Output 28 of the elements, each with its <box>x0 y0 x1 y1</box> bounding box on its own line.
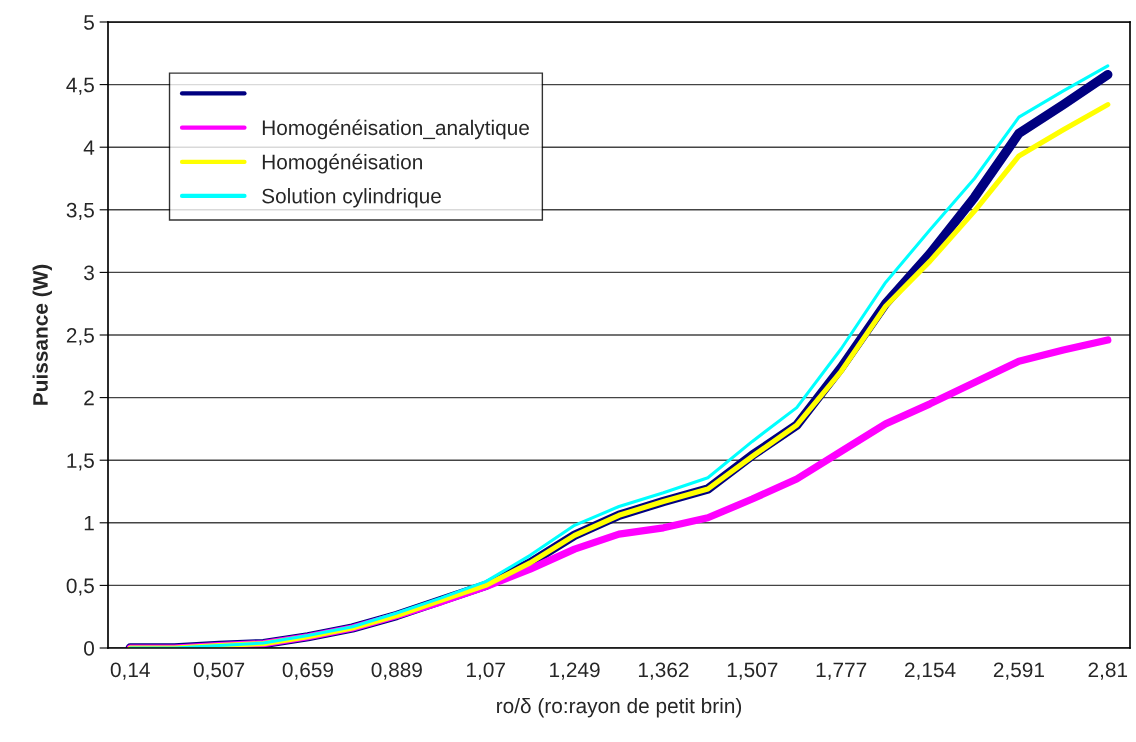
x-tick-label: 1,507 <box>727 662 778 680</box>
legend-label: Homogénéisation_analytique <box>262 119 529 140</box>
x-tick-label: 1,362 <box>638 662 689 680</box>
x-tick-label: 1,07 <box>467 662 505 680</box>
y-tick-label: 0,5 <box>66 578 94 596</box>
y-axis-title: Puissance (W) <box>32 264 52 405</box>
y-tick-label: 2,5 <box>66 328 94 346</box>
x-tick-label: 0,659 <box>282 662 334 680</box>
x-tick-label: 2,591 <box>993 662 1044 680</box>
x-tick-label: 0,889 <box>371 662 422 680</box>
x-tick-label: 0,14 <box>110 662 150 680</box>
x-axis-title: ro/δ (ro:rayon de petit brin) <box>497 697 742 718</box>
x-tick-label: 1,249 <box>550 662 600 680</box>
y-tick-label: 4 <box>83 140 95 155</box>
y-tick-label: 1 <box>84 516 94 531</box>
y-tick-label: 2 <box>84 390 94 406</box>
y-tick-label: 1,5 <box>67 453 94 471</box>
y-tick-label: 3 <box>84 265 94 281</box>
y-tick-label: 3,5 <box>66 202 94 221</box>
y-tick-label: 0 <box>84 641 94 656</box>
y-tick-label: 5 <box>84 15 94 30</box>
x-tick-label: 2,81 <box>1088 662 1128 680</box>
legend-label: Solution cylindrique <box>262 188 441 208</box>
x-tick-label: 2,154 <box>905 662 956 680</box>
x-tick-label: 0,507 <box>193 662 245 680</box>
legend-label: Homogénéisation <box>262 153 422 174</box>
y-tick-label: 4,5 <box>66 77 94 95</box>
x-tick-label: 1,777 <box>816 662 867 680</box>
